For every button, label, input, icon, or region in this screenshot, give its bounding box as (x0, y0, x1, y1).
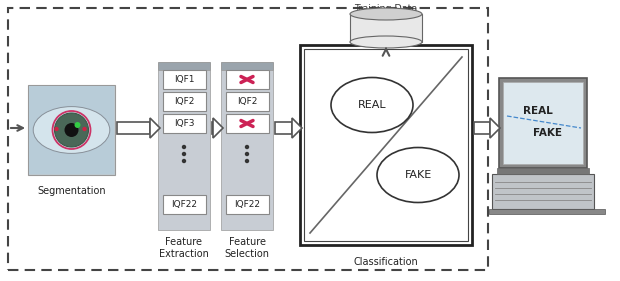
Bar (304, 49, 468, 241)
Bar (350, 14, 422, 42)
Circle shape (74, 122, 81, 128)
Polygon shape (150, 118, 160, 138)
Bar (162, 70, 205, 89)
Text: IQF2: IQF2 (174, 97, 194, 106)
Circle shape (182, 152, 186, 156)
Bar (275, 122, 292, 134)
Ellipse shape (350, 36, 422, 48)
Bar (226, 92, 268, 111)
Ellipse shape (350, 8, 422, 20)
Bar (226, 70, 268, 89)
Bar (300, 45, 472, 245)
Circle shape (182, 159, 186, 163)
Bar (226, 114, 268, 133)
Text: Training Data: Training Data (355, 4, 418, 13)
Bar (212, 122, 213, 134)
Circle shape (245, 145, 249, 149)
Text: IQF2: IQF2 (237, 97, 257, 106)
Text: Segmentation: Segmentation (37, 186, 106, 196)
Bar (226, 195, 268, 214)
Text: Feature
Selection: Feature Selection (224, 237, 270, 259)
Bar (162, 114, 205, 133)
Text: IQF22: IQF22 (171, 200, 197, 209)
Bar (117, 122, 150, 134)
Bar (503, 82, 583, 164)
Bar (497, 168, 589, 174)
Circle shape (55, 113, 89, 147)
Bar (29, 86, 114, 174)
Text: IQF3: IQF3 (174, 119, 194, 128)
Bar (162, 195, 205, 214)
Text: IQF1: IQF1 (174, 75, 194, 84)
Text: REAL: REAL (358, 100, 386, 110)
Text: Classification: Classification (353, 257, 418, 267)
Circle shape (182, 145, 186, 149)
Bar (221, 62, 273, 70)
Bar (492, 174, 594, 209)
Circle shape (55, 127, 59, 131)
Bar (8, 8, 488, 270)
Text: REAL: REAL (523, 106, 553, 116)
Polygon shape (490, 118, 500, 138)
Bar (158, 62, 210, 70)
Text: IQF22: IQF22 (234, 200, 260, 209)
Polygon shape (213, 118, 223, 138)
Bar (221, 70, 273, 230)
Bar (158, 70, 210, 230)
Text: FAKE: FAKE (533, 128, 562, 138)
Circle shape (245, 159, 249, 163)
Bar (499, 78, 587, 168)
Polygon shape (292, 118, 302, 138)
Circle shape (82, 127, 87, 131)
Text: Feature
Extraction: Feature Extraction (159, 237, 209, 259)
Bar (474, 122, 490, 134)
Bar (28, 85, 115, 175)
Bar (489, 209, 605, 214)
Bar (162, 92, 205, 111)
Text: FAKE: FAKE (404, 170, 432, 180)
Circle shape (245, 152, 249, 156)
Ellipse shape (33, 106, 110, 153)
Circle shape (64, 123, 79, 137)
